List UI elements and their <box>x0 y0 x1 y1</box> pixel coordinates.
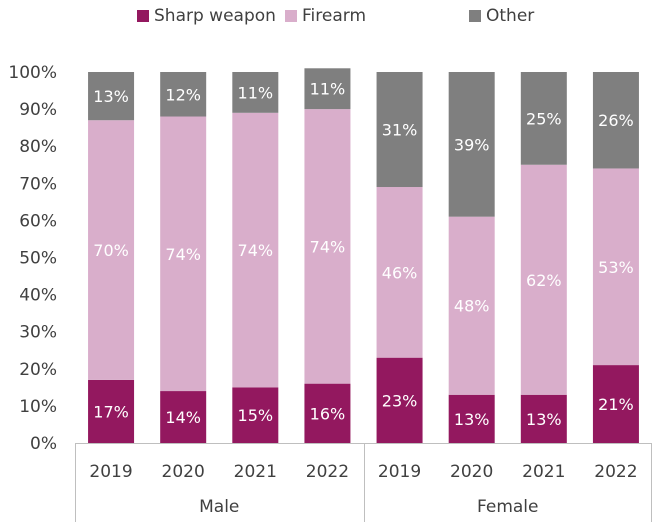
y-tick-label: 40% <box>19 286 57 306</box>
y-tick-label: 30% <box>19 323 57 343</box>
y-tick-label: 80% <box>19 137 57 157</box>
data-label: 74% <box>165 245 201 264</box>
data-label: 15% <box>238 406 274 425</box>
data-label: 13% <box>454 410 490 429</box>
data-label: 46% <box>382 263 418 282</box>
x-tick-label: 2020 <box>162 462 205 482</box>
data-label: 74% <box>238 241 274 260</box>
data-label: 74% <box>310 237 346 256</box>
data-label: 12% <box>165 85 201 104</box>
data-label: 21% <box>598 395 634 414</box>
data-label: 48% <box>454 297 490 316</box>
data-label: 53% <box>598 258 634 277</box>
bars: 17% 70% 13% 14% 74% 12% 15% 74% 11% 16% 74% 11% 23% 4… <box>88 68 639 443</box>
x-tick-label: 2020 <box>450 462 493 482</box>
x-axis: 2019 2020 2021 2022 2019 2020 2021 2022 Male Fema… <box>75 443 652 522</box>
y-tick-label: 60% <box>19 211 57 231</box>
data-label: 26% <box>598 111 634 130</box>
y-tick-label: 50% <box>19 249 57 269</box>
y-tick-label: 100% <box>8 63 57 83</box>
data-label: 16% <box>310 404 346 423</box>
x-tick-label: 2019 <box>378 462 421 482</box>
data-label: 25% <box>526 109 562 128</box>
data-label: 31% <box>382 121 418 140</box>
data-label: 11% <box>310 80 346 99</box>
data-label: 39% <box>454 135 490 154</box>
y-axis: 0% 10% 20% 30% 40% 50% 60% 70% 80% 90% 100% <box>8 63 57 454</box>
y-tick-label: 70% <box>19 174 57 194</box>
y-tick-label: 0% <box>30 434 57 454</box>
data-label: 17% <box>93 402 129 421</box>
x-tick-label: 2021 <box>522 462 565 482</box>
y-tick-label: 10% <box>19 397 57 417</box>
data-label: 13% <box>93 87 129 106</box>
data-label: 14% <box>165 408 201 427</box>
data-label: 70% <box>93 241 129 260</box>
data-label: 13% <box>526 410 562 429</box>
x-tick-label: 2021 <box>234 462 277 482</box>
data-label: 62% <box>526 271 562 290</box>
y-tick-label: 20% <box>19 360 57 380</box>
data-label: 23% <box>382 391 418 410</box>
data-label: 11% <box>238 83 274 102</box>
y-tick-label: 90% <box>19 100 57 120</box>
x-tick-label: 2022 <box>306 462 349 482</box>
group-label-male: Male <box>199 497 239 517</box>
group-label-female: Female <box>477 497 538 517</box>
x-tick-label: 2019 <box>89 462 132 482</box>
x-tick-label: 2022 <box>594 462 637 482</box>
